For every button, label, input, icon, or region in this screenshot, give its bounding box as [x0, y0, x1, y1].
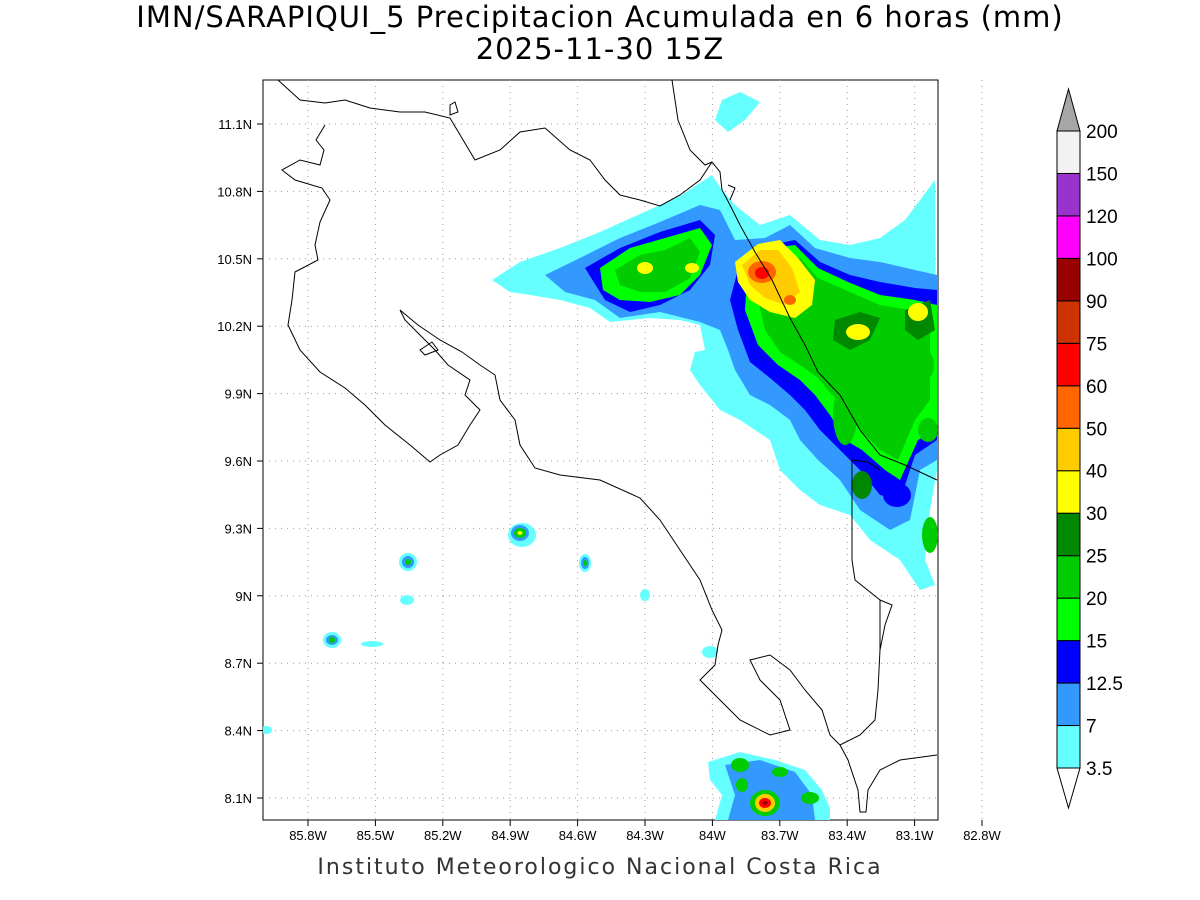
lat-tick-label: 9.9N [225, 387, 252, 402]
colorbar-label: 100 [1086, 249, 1118, 270]
colorbar-label: 30 [1086, 504, 1107, 525]
colorbar-swatch [1056, 555, 1081, 599]
lon-tick-label: 85.8W [289, 828, 327, 843]
cell-east-7 [906, 347, 934, 383]
lon-tick-label: 83.4W [828, 828, 866, 843]
colorbar-swatch [1056, 257, 1081, 302]
cell-85.2W-9N [400, 595, 414, 605]
cell-east-1 [861, 397, 889, 419]
colorbar-swatch [1056, 342, 1081, 387]
lat-tick-label: 9.3N [225, 521, 252, 536]
longitude-axis: 85.8W 85.5W 85.2W 84.9W 84.6W 84.3W 84W 83.7W 83… [289, 820, 1002, 843]
colorbar-swatch [1056, 130, 1081, 174]
colorbar-swatch [1056, 512, 1081, 557]
rain-band-north-20 [615, 238, 700, 292]
colorbar-swatch [1056, 172, 1081, 217]
lat-tick-label: 11.1N [218, 117, 252, 132]
colorbar-label: 90 [1086, 292, 1107, 313]
lon-tick-label: 83.1W [896, 828, 934, 843]
colorbar-label: 150 [1086, 164, 1118, 185]
colorbar-label: 50 [1086, 419, 1107, 440]
colorbar: 3.5 7 12.5 15 20 25 30 40 50 60 75 90 100 120 150 200 [1056, 87, 1123, 810]
colorbar-label: 25 [1086, 547, 1107, 568]
rain-core-60 [755, 267, 769, 279]
cell-85.65W-8.8N [323, 632, 383, 648]
cell-83.65W-8.75N [702, 646, 718, 658]
rain-core-30d [846, 324, 870, 340]
rain-core-30e [908, 303, 928, 321]
lon-tick-label: 85.5W [357, 828, 395, 843]
colorbar-label: 200 [1086, 122, 1118, 143]
colorbar-label: 60 [1086, 377, 1107, 398]
colorbar-swatch [1056, 385, 1081, 429]
map-datetime: 2025-11-30 15Z [475, 32, 725, 66]
colorbar-swatch [1056, 597, 1081, 642]
lat-tick-label: 10.8N [217, 184, 252, 199]
rain-core-50b [784, 295, 796, 305]
colorbar-swatch [1056, 215, 1081, 259]
colorbar-label: 3.5 [1086, 759, 1112, 780]
lon-tick-label: 84.9W [491, 828, 529, 843]
lon-tick-label: 83.7W [761, 828, 799, 843]
colorbar-label: 12.5 [1086, 674, 1123, 695]
latitude-axis: 11.1N 10.8N 10.5N 10.2N 9.9N 9.6N 9.3N 9N 8.7N 8.… [217, 117, 263, 806]
lon-tick-label: 84.6W [559, 828, 597, 843]
colorbar-max-arrow [1056, 87, 1081, 132]
lon-tick-label: 85.2W [424, 828, 462, 843]
rain-band-north-3.5b [715, 92, 760, 132]
credit-text: Instituto Meteorologico Nacional Costa R… [317, 855, 883, 880]
colorbar-swatch [1056, 640, 1081, 684]
precipitation-field [263, 92, 938, 820]
cell-84.3W-9.15N [579, 554, 591, 572]
colorbar-label: 120 [1086, 207, 1118, 228]
colorbar-swatch [1056, 725, 1081, 769]
lat-tick-label: 8.7N [225, 656, 252, 671]
colorbar-swatch [1056, 470, 1081, 514]
colorbar-label: 75 [1086, 334, 1107, 355]
cell-east-5 [922, 517, 938, 553]
lon-tick-label: 84W [699, 828, 726, 843]
lat-tick-label: 10.5N [217, 252, 252, 267]
colorbar-swatch [1056, 682, 1081, 727]
lat-tick-label: 9N [235, 589, 252, 604]
cell-east-6 [918, 418, 938, 442]
colorbar-label: 20 [1086, 589, 1107, 610]
map-title: IMN/SARAPIQUI_5 Precipitacion Acumulada … [136, 0, 1064, 34]
colorbar-min-arrow [1056, 767, 1081, 810]
lat-tick-label: 8.1N [225, 791, 252, 806]
rain-core-30c [685, 263, 699, 273]
colorbar-label: 40 [1086, 462, 1107, 483]
cell-85.2W-9.15N [399, 553, 417, 571]
cell-86W-8.4N [263, 726, 272, 734]
cell-east-2 [833, 385, 857, 445]
cell-cluster-south [708, 752, 830, 820]
coastlines [277, 80, 938, 813]
cell-84.65W-9.28N [508, 523, 536, 547]
colorbar-swatch [1056, 427, 1081, 472]
cell-84W-9N [640, 589, 650, 601]
cell-east-4 [883, 483, 911, 507]
colorbar-label: 7 [1086, 717, 1097, 738]
lon-tick-label: 82.8W [963, 828, 1001, 843]
lon-tick-label: 84.3W [626, 828, 664, 843]
lat-tick-label: 9.6N [225, 454, 252, 469]
lat-tick-label: 10.2N [217, 319, 252, 334]
colorbar-swatch [1056, 300, 1081, 344]
rain-core-30b [637, 262, 653, 274]
lat-tick-label: 8.4N [225, 724, 252, 739]
colorbar-label: 15 [1086, 632, 1107, 653]
cell-east-3 [852, 471, 872, 499]
